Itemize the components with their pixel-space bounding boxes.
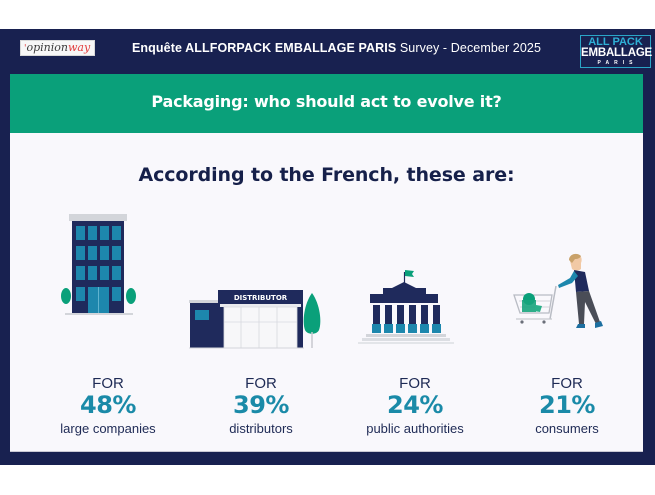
subtitle: According to the French, these are: [138, 164, 515, 186]
logo-prefix: opinion [26, 41, 68, 54]
logo-line-1: ALL PACK [588, 36, 643, 48]
header-title-regular: Survey - December 2025 [396, 41, 542, 55]
stat-prefix: FOR [399, 375, 431, 392]
shopper-cart-icon [492, 214, 642, 364]
stat-percent: 21% [539, 391, 595, 419]
stat-label: consumers [535, 421, 599, 436]
stat-prefix: FOR [92, 375, 124, 392]
stat-prefix: FOR [551, 375, 583, 392]
stat-consumers: FOR 21% consumers [492, 214, 642, 436]
stat-public-authorities: FOR 24% public authorities [340, 214, 490, 436]
government-building-icon [340, 214, 490, 364]
content-card: Packaging: who should act to evolve it? … [10, 74, 643, 452]
slide: 'opinionway Enquête ALLFORPACK EMBALLAGE… [0, 29, 655, 465]
stat-label: large companies [60, 421, 156, 436]
stat-prefix: FOR [245, 375, 277, 392]
office-building-icon [33, 214, 183, 364]
stat-percent: 24% [387, 391, 443, 419]
stat-distributors: DISTRIBUTOR FOR 39% distributors [186, 214, 336, 436]
header-title: Enquête ALLFORPACK EMBALLAGE PARIS Surve… [132, 41, 541, 55]
opinionway-logo: 'opinionway [20, 40, 95, 56]
logo-suffix: way [67, 41, 91, 54]
header: 'opinionway Enquête ALLFORPACK EMBALLAGE… [0, 29, 655, 74]
allforpack-logo: ALL PACK EMBALLAGE PARIS [580, 35, 653, 68]
logo-line-3: PARIS [597, 59, 638, 66]
header-title-bold: Enquête ALLFORPACK EMBALLAGE PARIS [132, 41, 397, 55]
logo-line-2: EMBALLAGE [581, 47, 653, 59]
stat-large-companies: FOR 48% large companies [33, 214, 183, 436]
distributor-store-icon: DISTRIBUTOR [186, 214, 336, 364]
stat-percent: 48% [80, 391, 136, 419]
stat-label: public authorities [366, 421, 464, 436]
stat-label: distributors [229, 421, 293, 436]
stat-percent: 39% [233, 391, 289, 419]
distributor-sign-text: DISTRIBUTOR [234, 294, 288, 302]
banner-title: Packaging: who should act to evolve it? [151, 92, 502, 111]
question-banner: Packaging: who should act to evolve it? [10, 74, 643, 133]
